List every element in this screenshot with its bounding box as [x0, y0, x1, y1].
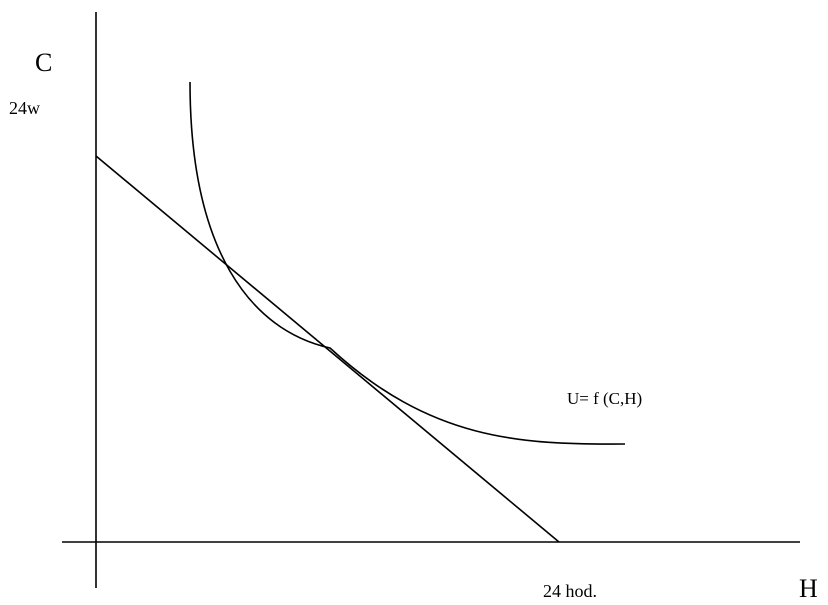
- curve-label: U= f (C,H): [567, 389, 643, 408]
- y-intercept-label: 24w: [9, 98, 40, 118]
- x-axis-label: H: [799, 574, 818, 603]
- y-axis-label: C: [35, 48, 53, 77]
- indifference-curve: [189, 81, 626, 445]
- x-intercept-label: 24 hod.: [543, 581, 597, 601]
- budget-line: [95, 155, 560, 543]
